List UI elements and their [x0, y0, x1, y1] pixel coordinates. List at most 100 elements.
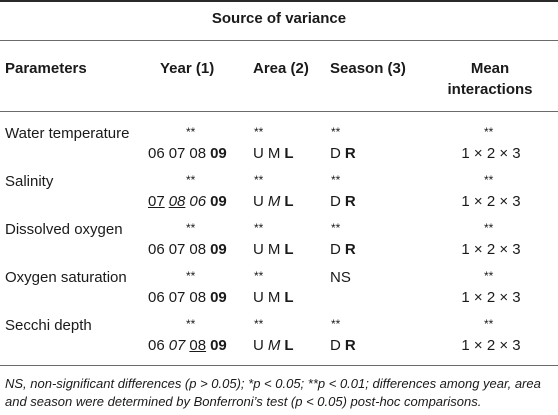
year-values-token: 09 [210, 337, 227, 354]
season-significance: ** [331, 317, 341, 331]
year-values: 06 07 08 09 [148, 241, 227, 258]
year-values-token: 08 [189, 289, 207, 306]
area-values-token: L [284, 289, 294, 306]
year-values-token: 06 [148, 289, 165, 306]
header-parameters: Parameters [5, 60, 87, 77]
area-significance: ** [254, 269, 264, 283]
year-values: 06 07 08 09 [148, 145, 227, 162]
season-significance: ** [331, 173, 341, 187]
header-year: Year (1) [160, 60, 215, 77]
header-rule [0, 111, 558, 112]
season-values-token: D [330, 337, 341, 354]
year-values-token: 06 [148, 241, 165, 258]
season-values-token: R [344, 337, 356, 354]
parameter-name: Water temperature [5, 125, 130, 142]
area-values-token: L [284, 145, 294, 162]
mean-interaction: 1 × 2 × 3 [461, 241, 521, 258]
parameter-name: Dissolved oxygen [5, 221, 123, 238]
area-significance: ** [254, 317, 264, 331]
year-significance: ** [186, 173, 196, 187]
year-values-token: 07 [168, 289, 186, 306]
mean-interaction: 1 × 2 × 3 [461, 193, 521, 210]
footnote: NS, non-significant differences (p > 0.0… [5, 376, 541, 409]
table-title: Source of variance [211, 10, 347, 27]
year-values-token: 08 [168, 193, 186, 210]
title-rule [0, 40, 558, 41]
parameter-name: Salinity [5, 173, 54, 190]
year-values-token: 09 [210, 145, 227, 162]
season-values-token: R [344, 145, 356, 162]
area-values-token: U [253, 193, 264, 210]
area-values-token: M [267, 193, 281, 210]
year-values: 06 07 08 09 [148, 337, 227, 354]
parameter-name: Oxygen saturation [5, 269, 127, 286]
season-significance: ** [331, 125, 341, 139]
header-mean-line1: Mean [470, 60, 510, 77]
area-values-token: U [253, 145, 264, 162]
area-values-token: M [267, 241, 281, 258]
season-values-token: R [344, 241, 356, 258]
top-rule [0, 0, 558, 2]
year-significance: ** [186, 221, 196, 235]
year-values-token: 07 [168, 145, 186, 162]
header-mean: Mean interactions [445, 60, 535, 98]
header-season: Season (3) [330, 60, 406, 77]
mean-interaction: 1 × 2 × 3 [461, 289, 521, 306]
year-values-token: 07 [148, 193, 165, 210]
year-values-token: 06 [189, 193, 207, 210]
area-significance: ** [254, 221, 264, 235]
year-significance: ** [186, 269, 196, 283]
area-values-token: U [253, 289, 264, 306]
season-significance: NS [330, 269, 351, 286]
year-values-token: 08 [189, 241, 207, 258]
area-values-token: M [267, 337, 281, 354]
area-values-token: U [253, 241, 264, 258]
area-values-token: L [284, 193, 294, 210]
year-values-token: 09 [210, 289, 227, 306]
season-values-token: R [344, 193, 356, 210]
year-values-token: 07 [168, 337, 186, 354]
area-significance: ** [254, 125, 264, 139]
area-values-token: L [284, 337, 294, 354]
area-values-token: M [267, 145, 281, 162]
year-values-token: 06 [148, 337, 165, 354]
mean-significance: ** [484, 317, 494, 331]
year-values-token: 09 [210, 241, 227, 258]
header-mean-line2: interactions [447, 81, 533, 98]
area-values-token: L [284, 241, 294, 258]
season-significance: ** [331, 221, 341, 235]
area-values-token: M [267, 289, 281, 306]
year-significance: ** [186, 317, 196, 331]
season-values-token: D [330, 145, 341, 162]
season-values-token: D [330, 193, 341, 210]
season-values-token: D [330, 241, 341, 258]
area-significance: ** [254, 173, 264, 187]
mean-significance: ** [484, 173, 494, 187]
mean-significance: ** [484, 125, 494, 139]
bottom-rule [0, 365, 558, 366]
mean-significance: ** [484, 221, 494, 235]
header-area: Area (2) [253, 60, 309, 77]
parameter-name: Secchi depth [5, 317, 92, 334]
year-values-token: 08 [189, 145, 207, 162]
year-values: 07 08 06 09 [148, 193, 227, 210]
year-significance: ** [186, 125, 196, 139]
year-values-token: 07 [168, 241, 186, 258]
mean-interaction: 1 × 2 × 3 [461, 337, 521, 354]
mean-interaction: 1 × 2 × 3 [461, 145, 521, 162]
mean-significance: ** [484, 269, 494, 283]
year-values-token: 09 [210, 193, 227, 210]
area-values-token: U [253, 337, 264, 354]
year-values: 06 07 08 09 [148, 289, 227, 306]
year-values-token: 06 [148, 145, 165, 162]
